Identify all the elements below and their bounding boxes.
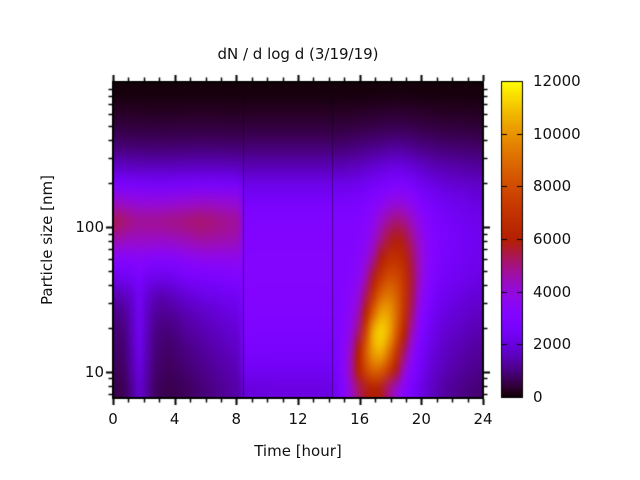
x-tick-label: 4 <box>169 410 180 428</box>
x-tick-label: 24 <box>473 410 493 428</box>
colorbar-tick-label: 0 <box>533 388 543 406</box>
x-axis-title: Time [hour] <box>254 442 342 460</box>
x-tick-label: 20 <box>411 410 431 428</box>
chart-title: dN / d log d (3/19/19) <box>217 45 379 63</box>
y-tick-label: 10 <box>84 362 104 381</box>
colorbar-tick-label: 8000 <box>533 177 572 196</box>
colorbar-tick-label: 10000 <box>533 124 581 143</box>
y-tick-label: 100 <box>75 217 104 236</box>
colorbar-tick-label: 4000 <box>533 282 572 301</box>
x-tick-label: 12 <box>288 410 308 428</box>
x-tick-label: 8 <box>231 410 242 428</box>
x-tick-label: 0 <box>108 410 118 428</box>
colorbar-tick-label: 2000 <box>533 335 572 354</box>
x-tick-label: 16 <box>350 410 370 428</box>
colorbar-tick-label: 12000 <box>533 72 581 90</box>
colorbar-tick-label: 6000 <box>533 230 572 248</box>
y-axis-title: Particle size [nm] <box>38 175 56 305</box>
